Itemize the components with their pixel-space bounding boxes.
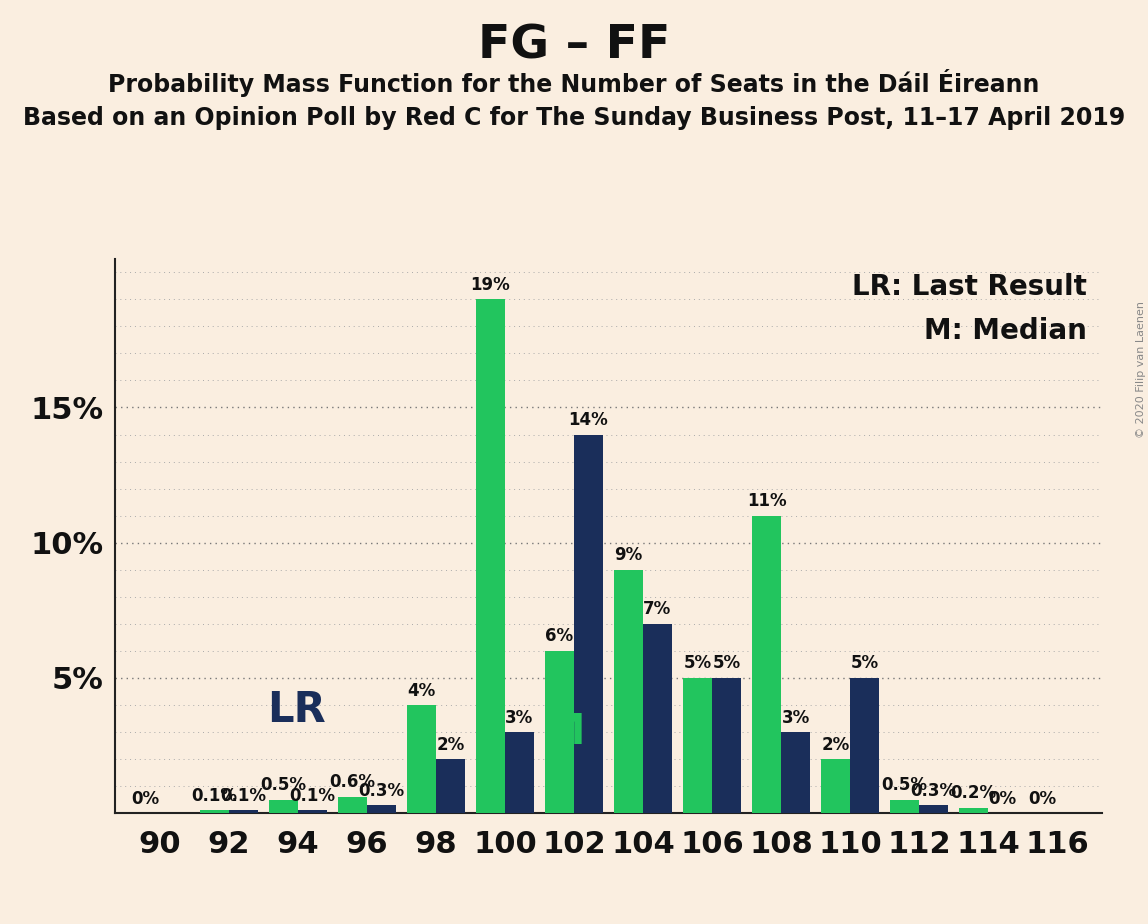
- Bar: [712, 678, 740, 813]
- Text: 9%: 9%: [614, 546, 643, 565]
- Text: 0%: 0%: [988, 790, 1017, 808]
- Text: 5%: 5%: [713, 654, 740, 673]
- Bar: [850, 678, 879, 813]
- Text: © 2020 Filip van Laenen: © 2020 Filip van Laenen: [1135, 301, 1146, 438]
- Text: 5%: 5%: [851, 654, 878, 673]
- Text: LR: LR: [266, 689, 325, 732]
- Bar: [643, 624, 672, 813]
- Bar: [505, 732, 534, 813]
- Text: 0.5%: 0.5%: [261, 776, 307, 795]
- Text: 11%: 11%: [746, 492, 786, 510]
- Bar: [545, 650, 574, 813]
- Bar: [269, 799, 297, 813]
- Text: 2%: 2%: [822, 736, 850, 754]
- Text: 19%: 19%: [471, 276, 510, 294]
- Bar: [476, 299, 505, 813]
- Text: 5%: 5%: [683, 654, 712, 673]
- Bar: [436, 759, 465, 813]
- Bar: [228, 810, 257, 813]
- Text: M: Median: M: Median: [924, 317, 1087, 345]
- Text: 0.1%: 0.1%: [289, 787, 335, 805]
- Bar: [367, 805, 396, 813]
- Bar: [920, 805, 948, 813]
- Text: 0.2%: 0.2%: [951, 784, 996, 802]
- Bar: [338, 796, 367, 813]
- Bar: [406, 705, 436, 813]
- Text: LR: Last Result: LR: Last Result: [853, 273, 1087, 300]
- Bar: [752, 516, 781, 813]
- Bar: [614, 570, 643, 813]
- Text: 14%: 14%: [568, 411, 608, 429]
- Bar: [890, 799, 920, 813]
- Text: 2%: 2%: [436, 736, 465, 754]
- Bar: [821, 759, 850, 813]
- Text: M: M: [543, 711, 584, 753]
- Text: 7%: 7%: [643, 601, 672, 618]
- Text: 6%: 6%: [545, 627, 574, 646]
- Bar: [574, 434, 603, 813]
- Bar: [200, 810, 228, 813]
- Text: 0.1%: 0.1%: [192, 787, 238, 805]
- Text: 0%: 0%: [1029, 790, 1057, 808]
- Bar: [683, 678, 712, 813]
- Text: 0.3%: 0.3%: [358, 782, 404, 799]
- Bar: [960, 808, 988, 813]
- Text: 0%: 0%: [131, 790, 160, 808]
- Text: Probability Mass Function for the Number of Seats in the Dáil Éireann: Probability Mass Function for the Number…: [108, 69, 1040, 97]
- Text: Based on an Opinion Poll by Red C for The Sunday Business Post, 11–17 April 2019: Based on an Opinion Poll by Red C for Th…: [23, 106, 1125, 130]
- Text: 0.6%: 0.6%: [329, 773, 375, 792]
- Text: FG – FF: FG – FF: [478, 23, 670, 68]
- Text: 4%: 4%: [408, 682, 435, 699]
- Text: 3%: 3%: [505, 709, 534, 726]
- Text: 0.1%: 0.1%: [220, 787, 266, 805]
- Text: 0.3%: 0.3%: [910, 782, 956, 799]
- Text: 3%: 3%: [782, 709, 809, 726]
- Bar: [781, 732, 810, 813]
- Text: 0.5%: 0.5%: [882, 776, 928, 795]
- Bar: [297, 810, 327, 813]
